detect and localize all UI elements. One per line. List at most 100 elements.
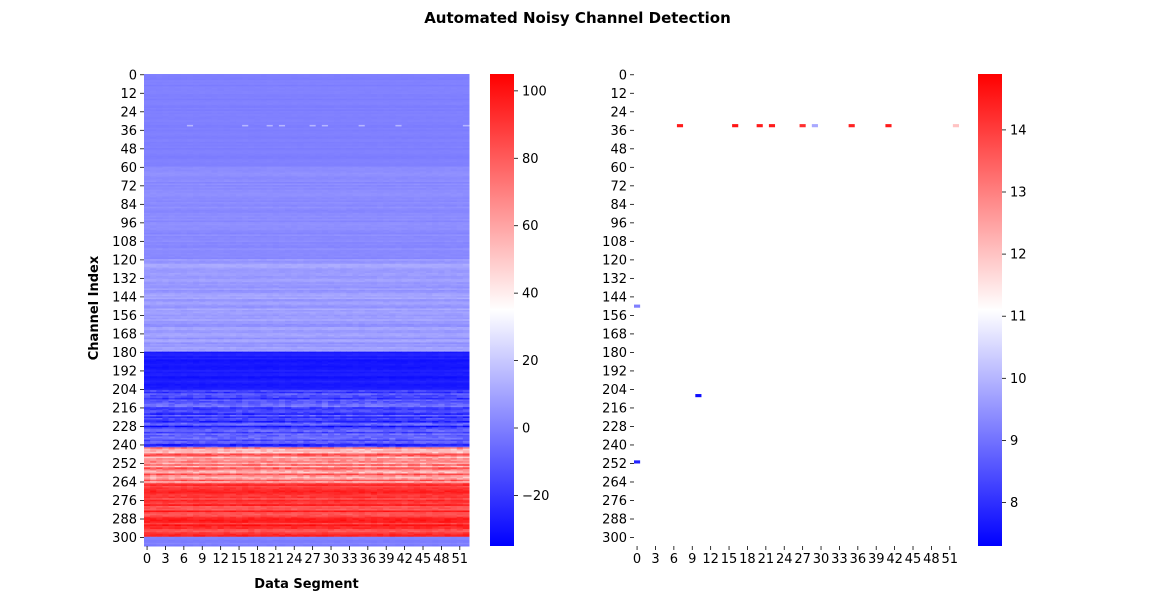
heatmap-cell bbox=[162, 97, 170, 100]
heatmap-cell bbox=[346, 141, 353, 144]
heatmap-cell bbox=[358, 80, 366, 83]
heatmap-cell bbox=[254, 157, 262, 160]
heatmap-cell bbox=[438, 192, 445, 195]
heatmap-cell bbox=[278, 75, 286, 78]
heatmap-cell bbox=[150, 87, 157, 90]
heatmap-cell bbox=[162, 90, 170, 94]
heatmap-cell bbox=[358, 185, 366, 188]
heatmap-cell bbox=[395, 138, 403, 141]
heatmap-cell bbox=[438, 202, 445, 205]
heatmap-cell bbox=[156, 74, 163, 77]
heatmap-cell bbox=[315, 154, 323, 157]
heatmap-cell bbox=[205, 135, 212, 138]
heatmap-cell bbox=[334, 129, 341, 132]
heatmap-cell bbox=[389, 80, 396, 83]
heatmap-cell bbox=[456, 120, 464, 123]
heatmap-cell bbox=[413, 107, 421, 110]
heatmap-cell bbox=[180, 197, 188, 200]
heatmap-cell bbox=[438, 84, 445, 87]
heatmap-cell bbox=[389, 177, 396, 180]
heatmap-cell bbox=[180, 89, 188, 92]
heatmap-cell bbox=[229, 84, 237, 87]
heatmap-cell bbox=[266, 141, 274, 144]
heatmap-cell bbox=[186, 151, 194, 154]
heatmap-cell bbox=[438, 208, 445, 211]
heatmap-cell bbox=[303, 106, 311, 109]
heatmap-cell bbox=[444, 163, 452, 166]
heatmap-cell bbox=[260, 194, 268, 197]
heatmap-cell bbox=[174, 160, 182, 163]
heatmap-cell bbox=[327, 148, 335, 151]
heatmap-cell bbox=[450, 118, 458, 121]
heatmap-cell bbox=[156, 175, 163, 178]
heatmap-cell bbox=[248, 117, 255, 120]
heatmap-cell bbox=[162, 126, 170, 129]
heatmap-cell bbox=[229, 200, 237, 203]
heatmap-cell bbox=[389, 208, 396, 211]
heatmap-cell bbox=[174, 200, 182, 203]
heatmap-cell bbox=[174, 198, 182, 201]
heatmap-cell bbox=[413, 131, 421, 134]
heatmap-cell bbox=[419, 109, 427, 112]
heatmap-cell bbox=[272, 160, 280, 163]
heatmap-cell bbox=[334, 171, 341, 174]
heatmap-cell bbox=[168, 137, 176, 140]
heatmap-cell bbox=[413, 83, 421, 86]
heatmap-cell bbox=[162, 172, 170, 175]
heatmap-cell bbox=[248, 202, 255, 205]
heatmap-cell bbox=[242, 135, 249, 138]
heatmap-cell bbox=[327, 94, 335, 97]
heatmap-cell bbox=[235, 215, 243, 218]
heatmap-cell bbox=[426, 81, 433, 84]
heatmap-cell bbox=[419, 191, 427, 194]
heatmap-cell bbox=[321, 202, 329, 205]
heatmap-cell bbox=[278, 194, 286, 197]
heatmap-cell bbox=[377, 169, 384, 172]
heatmap-cell bbox=[395, 144, 403, 147]
heatmap-cell bbox=[321, 95, 329, 98]
heatmap-cell bbox=[456, 97, 464, 100]
heatmap-cell bbox=[450, 194, 458, 197]
heatmap-cell bbox=[389, 192, 396, 195]
heatmap-cell bbox=[242, 157, 249, 160]
heatmap-cell bbox=[144, 186, 151, 189]
heatmap-cell bbox=[303, 78, 311, 81]
heatmap-cell bbox=[291, 154, 298, 157]
heatmap-cell bbox=[180, 200, 188, 203]
heatmap-cell bbox=[419, 171, 427, 174]
heatmap-cell bbox=[174, 112, 182, 115]
heatmap-cell bbox=[438, 197, 445, 200]
heatmap-cell bbox=[223, 166, 231, 169]
heatmap-cell bbox=[205, 117, 212, 120]
heatmap-cell bbox=[217, 200, 225, 203]
heatmap-cell bbox=[432, 81, 439, 84]
heatmap-cell bbox=[174, 203, 182, 206]
heatmap-cell bbox=[217, 149, 225, 152]
heatmap-cell bbox=[272, 209, 280, 212]
heatmap-cell bbox=[229, 214, 237, 217]
heatmap-cell bbox=[278, 97, 286, 100]
heatmap-cell bbox=[352, 81, 360, 84]
heatmap-cell bbox=[223, 75, 231, 78]
heatmap-cell bbox=[254, 107, 262, 110]
heatmap-cell bbox=[193, 86, 200, 89]
heatmap-cell bbox=[285, 188, 292, 191]
heatmap-cell bbox=[174, 131, 182, 134]
heatmap-cell bbox=[389, 166, 396, 169]
heatmap-cell bbox=[309, 89, 317, 92]
heatmap-cell bbox=[254, 92, 262, 95]
heatmap-cell bbox=[383, 194, 390, 197]
heatmap-cell bbox=[223, 98, 231, 101]
heatmap-cell bbox=[174, 168, 182, 171]
heatmap-cell bbox=[395, 98, 403, 101]
heatmap-cell bbox=[272, 74, 280, 77]
heatmap-cell bbox=[432, 178, 439, 181]
heatmap-cell bbox=[352, 154, 360, 157]
heatmap-cell bbox=[260, 97, 268, 100]
heatmap-cell bbox=[303, 212, 311, 215]
heatmap-cell bbox=[174, 166, 182, 169]
heatmap-cell bbox=[377, 104, 384, 107]
heatmap-cell bbox=[407, 107, 415, 110]
heatmap-cell bbox=[370, 149, 378, 152]
heatmap-cell bbox=[260, 169, 268, 172]
